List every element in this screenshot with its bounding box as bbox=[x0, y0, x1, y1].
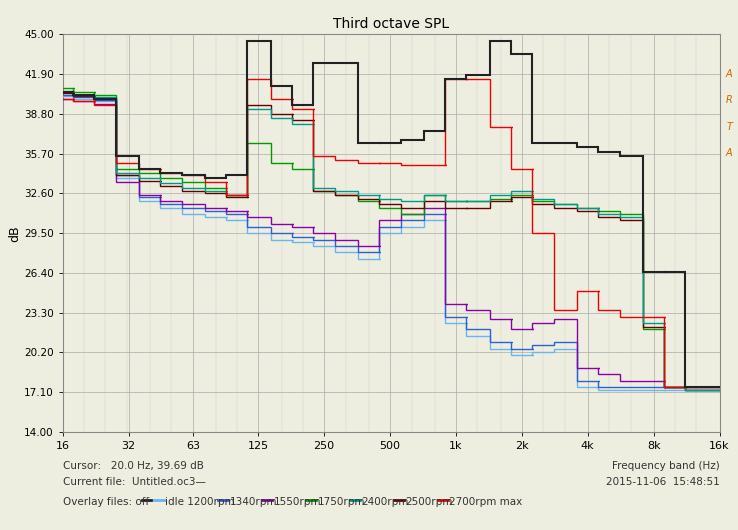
Text: 2500rpm: 2500rpm bbox=[405, 497, 452, 507]
Text: 1750rpm: 1750rpm bbox=[317, 497, 365, 507]
Text: 1340rpm: 1340rpm bbox=[230, 497, 277, 507]
Text: 2400rpm: 2400rpm bbox=[362, 497, 409, 507]
Text: idle 1200rpm: idle 1200rpm bbox=[165, 497, 235, 507]
Text: R: R bbox=[725, 95, 732, 105]
Text: T: T bbox=[726, 122, 732, 132]
Title: Third octave SPL: Third octave SPL bbox=[333, 16, 449, 31]
Text: Cursor:   20.0 Hz, 39.69 dB: Cursor: 20.0 Hz, 39.69 dB bbox=[63, 461, 204, 471]
Text: A: A bbox=[725, 69, 732, 79]
Text: 2015-11-06  15:48:51: 2015-11-06 15:48:51 bbox=[606, 477, 720, 487]
Text: A: A bbox=[725, 148, 732, 158]
Text: 1550rpm: 1550rpm bbox=[274, 497, 321, 507]
Text: 2700rpm max: 2700rpm max bbox=[449, 497, 523, 507]
Text: Current file:  Untitled.oc3—: Current file: Untitled.oc3— bbox=[63, 477, 206, 487]
Text: Overlay files: off: Overlay files: off bbox=[63, 497, 149, 507]
Y-axis label: dB: dB bbox=[8, 225, 21, 242]
Text: Frequency band (Hz): Frequency band (Hz) bbox=[612, 461, 720, 471]
